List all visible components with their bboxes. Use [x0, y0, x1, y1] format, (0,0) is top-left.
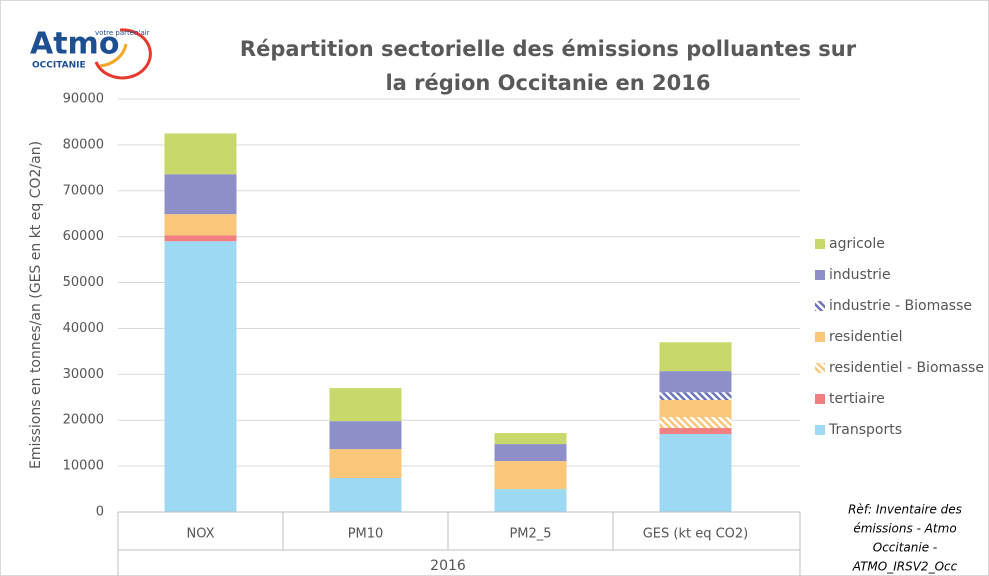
- legend-label: tertiaire: [829, 391, 885, 407]
- logo-arc: [99, 43, 128, 68]
- bar-segment: [659, 433, 732, 512]
- bar-segment: [164, 133, 237, 175]
- bar-segment: [494, 489, 567, 512]
- x-axis-label: 2016: [430, 558, 466, 574]
- y-tick-label: 10000: [63, 459, 104, 474]
- legend-swatch: [815, 363, 825, 373]
- y-tick-label: 80000: [63, 137, 104, 152]
- legend-swatch: [815, 394, 825, 404]
- bar-segment: [659, 400, 732, 418]
- bar-segment: [329, 449, 402, 479]
- legend-swatch: [815, 332, 825, 342]
- legend-swatch: [815, 425, 825, 435]
- bar-segment: [494, 444, 567, 462]
- x-tick-label: NOX: [186, 527, 214, 542]
- logo-name: Atmo: [30, 27, 119, 62]
- y-axis-label: Emissions en tonnes/an (GES en kt eq CO2…: [28, 141, 44, 469]
- y-tick-label: 60000: [63, 229, 104, 244]
- logo-tagline: votre parten'air: [95, 29, 150, 37]
- logo: Atmo votre parten'air OCCITANIE: [30, 27, 152, 80]
- legend-swatch: [815, 239, 825, 249]
- bar-segment: [659, 371, 732, 393]
- legend-label: Transports: [828, 422, 902, 438]
- y-tick-label: 70000: [63, 183, 104, 198]
- bar-segment: [164, 241, 237, 512]
- y-tick-label: 40000: [63, 321, 104, 336]
- legend-label: industrie: [829, 267, 891, 283]
- reference-note: ATMO_IRSV2_Occ: [852, 560, 958, 574]
- x-tick-label: PM10: [348, 527, 384, 542]
- legend-swatch: [815, 270, 825, 280]
- bar-segment: [329, 421, 402, 450]
- legend-label: agricole: [829, 236, 885, 252]
- legend-label: residentiel: [829, 329, 903, 345]
- y-tick-label: 50000: [63, 275, 104, 290]
- bar-segment: [329, 478, 402, 512]
- bar-segment: [659, 342, 732, 372]
- bar-segment: [164, 214, 237, 236]
- logo-region: OCCITANIE: [32, 61, 86, 71]
- bar-segment: [659, 428, 732, 434]
- bar-segment: [329, 388, 402, 422]
- bar-segment: [164, 235, 237, 242]
- legend-label: industrie - Biomasse: [829, 298, 972, 314]
- bar-segment: [659, 417, 732, 429]
- reference-note: émissions - Atmo: [853, 522, 956, 536]
- bar-segment: [494, 433, 567, 445]
- bar-segment: [659, 392, 732, 401]
- y-tick-label: 30000: [63, 367, 104, 382]
- legend-label: residentiel - Biomasse: [829, 360, 984, 376]
- x-tick-label: PM2_5: [509, 527, 551, 542]
- chart-title: la région Occitanie en 2016: [385, 71, 710, 95]
- bar-segment: [164, 174, 237, 215]
- legend-swatch: [815, 301, 825, 311]
- chart-title: Répartition sectorielle des émissions po…: [240, 37, 857, 61]
- y-tick-label: 0: [96, 505, 104, 520]
- bar-segment: [494, 461, 567, 490]
- reference-note: Occitanie -: [873, 541, 938, 555]
- reference-note: Rèf: Inventaire des: [848, 503, 962, 517]
- y-tick-label: 20000: [63, 413, 104, 428]
- x-tick-label: GES (kt eq CO2): [643, 527, 749, 542]
- logo-arc: [94, 28, 152, 80]
- y-tick-label: 90000: [63, 92, 104, 107]
